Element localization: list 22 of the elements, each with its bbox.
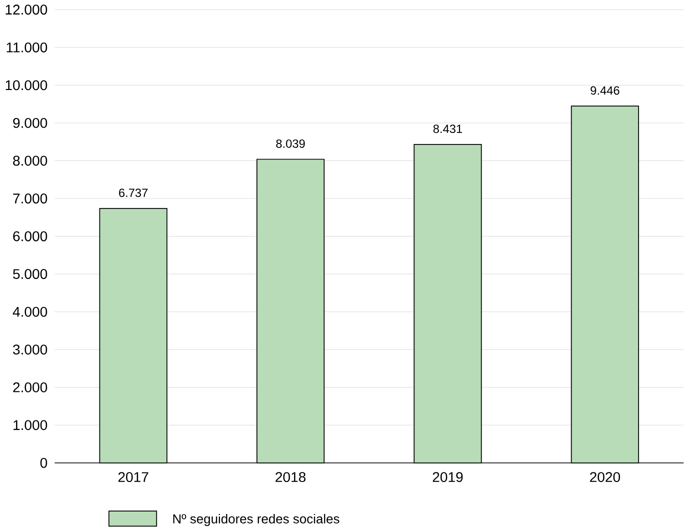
y-tick-label: 6.000 bbox=[13, 231, 48, 242]
x-tick-label: 2018 bbox=[276, 472, 306, 482]
data-label: 8.039 bbox=[276, 140, 305, 148]
y-tick-label: 9.000 bbox=[13, 118, 48, 128]
y-tick-label: 1.000 bbox=[14, 420, 48, 430]
y-tick-label: 11.000 bbox=[6, 42, 48, 53]
y-tick-label: 2.000 bbox=[13, 382, 48, 392]
legend-label: Nº seguidores redes sociales bbox=[173, 514, 340, 526]
y-tick-label: 10.000 bbox=[6, 80, 48, 90]
y-tick-label: 12.000 bbox=[6, 4, 48, 15]
data-label: 9.446 bbox=[590, 86, 620, 95]
y-tick-label: 3.000 bbox=[13, 344, 48, 355]
x-tick-label: 2017 bbox=[118, 472, 148, 482]
data-label: 6.737 bbox=[119, 188, 148, 198]
y-tick-label: 4.000 bbox=[12, 306, 48, 317]
y-tick-label: 8.000 bbox=[13, 156, 48, 166]
y-tick-label: 7.000 bbox=[13, 194, 48, 204]
y-tick-label: 0 bbox=[40, 458, 48, 468]
data-label: 8.431 bbox=[433, 124, 462, 134]
x-tick-label: 2019 bbox=[432, 472, 463, 482]
y-tick-label: 5.000 bbox=[13, 269, 48, 280]
x-tick-label: 2020 bbox=[590, 472, 620, 482]
